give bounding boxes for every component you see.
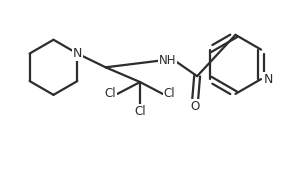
Text: Cl: Cl <box>105 87 116 100</box>
Text: Cl: Cl <box>164 87 175 100</box>
Text: N: N <box>73 47 82 60</box>
Text: N: N <box>263 73 273 86</box>
Text: NH: NH <box>159 54 176 67</box>
Text: O: O <box>191 100 200 113</box>
Text: Cl: Cl <box>134 105 146 118</box>
